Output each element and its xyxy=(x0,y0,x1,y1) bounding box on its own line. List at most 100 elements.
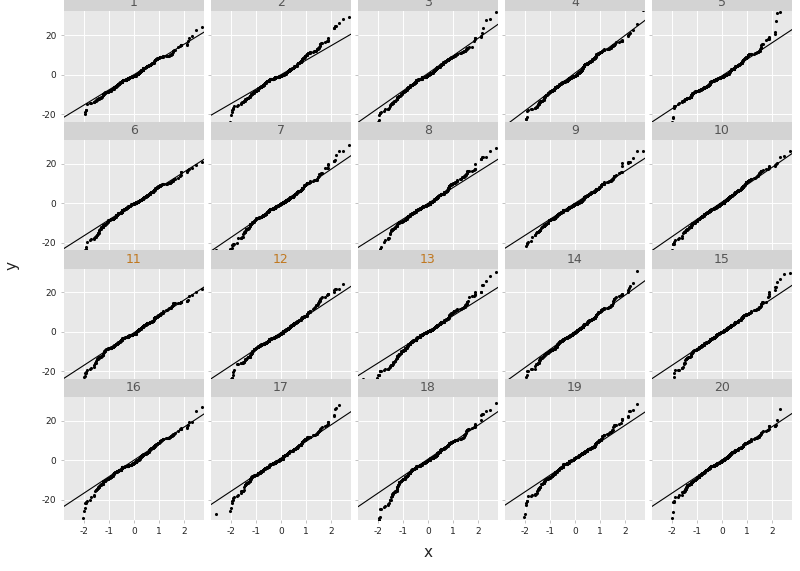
Point xyxy=(438,189,450,198)
Point xyxy=(728,63,741,72)
Point xyxy=(322,418,334,427)
Point xyxy=(166,301,178,311)
Point xyxy=(302,49,314,58)
Point xyxy=(404,339,417,348)
Point xyxy=(438,58,450,67)
Point xyxy=(78,504,91,513)
Point xyxy=(313,43,326,53)
Point xyxy=(737,182,750,191)
Point xyxy=(121,461,134,471)
Point xyxy=(727,64,740,73)
Point xyxy=(224,506,237,516)
Point xyxy=(146,317,158,326)
Point xyxy=(372,264,385,273)
Point xyxy=(96,223,109,232)
Point xyxy=(224,148,237,158)
Point xyxy=(720,195,733,204)
Bar xyxy=(64,250,204,268)
Point xyxy=(550,342,562,351)
Point xyxy=(133,325,146,334)
Point xyxy=(398,474,411,483)
Point xyxy=(520,500,533,509)
Point xyxy=(445,438,458,447)
Point xyxy=(560,460,573,469)
Point xyxy=(429,194,442,203)
Point xyxy=(135,451,148,460)
Point xyxy=(269,332,282,341)
Point xyxy=(142,318,155,327)
Point xyxy=(705,77,718,86)
Point xyxy=(144,445,157,454)
Point xyxy=(530,103,543,112)
Point xyxy=(432,448,445,457)
Point xyxy=(279,451,292,460)
Point xyxy=(588,187,601,196)
Point xyxy=(390,96,403,105)
Point xyxy=(590,311,602,320)
Point xyxy=(196,158,209,167)
Point xyxy=(561,204,574,214)
Point xyxy=(136,194,149,203)
Point xyxy=(386,99,398,108)
Point xyxy=(469,420,482,429)
Point xyxy=(442,55,455,64)
Point xyxy=(196,284,209,293)
Point xyxy=(46,135,59,144)
Point xyxy=(147,315,160,324)
Point xyxy=(534,96,547,106)
Point xyxy=(279,196,292,206)
Point xyxy=(596,305,609,314)
Point xyxy=(442,183,455,192)
Point xyxy=(707,76,720,85)
Point xyxy=(737,311,750,320)
Point xyxy=(544,345,557,355)
Point xyxy=(239,478,252,488)
Point xyxy=(541,90,554,99)
Point xyxy=(600,178,613,187)
Point xyxy=(80,243,93,252)
Point xyxy=(309,303,322,312)
Point xyxy=(576,449,589,458)
Point xyxy=(698,209,711,218)
Point xyxy=(519,510,532,519)
Point xyxy=(270,332,282,341)
Point xyxy=(591,437,604,447)
Point xyxy=(575,449,588,459)
Point xyxy=(546,215,558,224)
Point xyxy=(577,62,590,71)
Point xyxy=(424,326,437,335)
Point xyxy=(276,328,289,337)
Point xyxy=(430,193,443,202)
Point xyxy=(713,201,726,210)
Point xyxy=(455,47,468,57)
Point xyxy=(256,81,269,90)
Point xyxy=(298,435,311,444)
Point xyxy=(137,193,150,202)
Point xyxy=(701,82,714,91)
Point xyxy=(263,205,276,214)
Point xyxy=(546,470,559,479)
Point xyxy=(414,331,426,340)
Point xyxy=(122,332,134,341)
Point xyxy=(706,462,718,471)
Point xyxy=(577,448,590,457)
Point xyxy=(458,430,471,439)
Point xyxy=(124,331,137,340)
Point xyxy=(123,460,136,469)
Point xyxy=(704,335,717,344)
Point xyxy=(727,447,740,456)
Point xyxy=(580,192,593,201)
Point xyxy=(142,61,155,70)
Point xyxy=(425,454,438,463)
Point xyxy=(425,325,438,334)
Point xyxy=(390,355,403,364)
Point xyxy=(574,197,586,206)
Point xyxy=(677,488,690,497)
Point xyxy=(724,66,737,75)
Point xyxy=(568,454,581,463)
Point xyxy=(139,449,152,458)
Point xyxy=(726,191,738,200)
Point xyxy=(406,208,419,217)
Point xyxy=(410,207,422,216)
Point xyxy=(427,67,440,76)
